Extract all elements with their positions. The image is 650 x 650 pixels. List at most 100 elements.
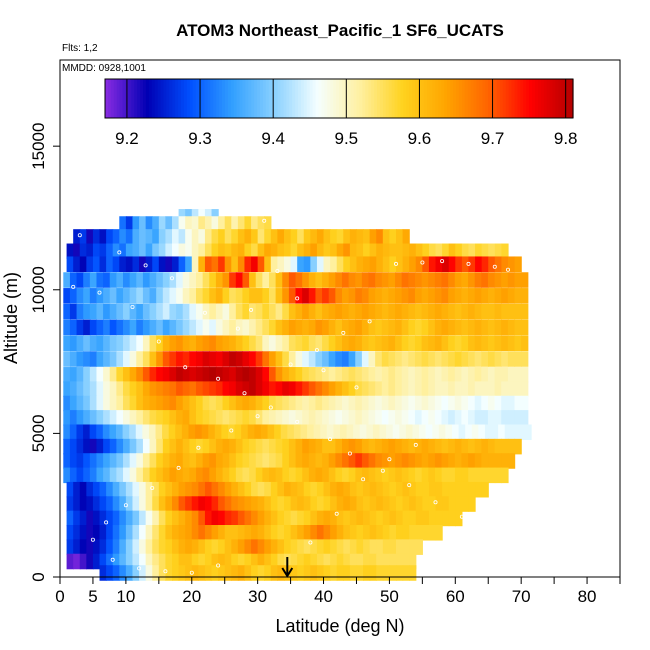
heatmap-cell (198, 243, 206, 260)
heatmap-cell (202, 335, 210, 351)
colorbar-tick-label: 9.8 (554, 129, 578, 148)
heatmap-cell (198, 553, 206, 570)
heatmap-cell (330, 256, 338, 272)
colorbar-swatch (403, 79, 407, 118)
heatmap-cell (434, 438, 443, 455)
heatmap-cell (315, 395, 323, 412)
heatmap-cell (468, 481, 476, 498)
colorbar-swatch (210, 79, 214, 118)
heatmap-cell (156, 351, 164, 367)
heatmap-cell (178, 496, 186, 512)
colorbar-swatch (148, 79, 153, 118)
heatmap-cell (96, 424, 104, 441)
heatmap-cell (255, 410, 263, 426)
colorbar-swatch (453, 79, 457, 118)
heatmap-cell (302, 335, 310, 351)
heatmap-cell (262, 410, 270, 426)
heatmap-cell (237, 481, 246, 498)
heatmap-cell (83, 410, 91, 426)
heatmap-cell (264, 481, 272, 498)
heatmap-cell (119, 539, 127, 555)
heatmap-cell (208, 424, 216, 441)
heatmap-cell (149, 288, 157, 304)
heatmap-cell (414, 351, 423, 367)
heatmap-cell (441, 272, 449, 288)
heatmap-cell (474, 351, 482, 367)
heatmap-cell (356, 510, 364, 527)
heatmap-cell (244, 496, 252, 512)
heatmap-cell (388, 303, 396, 320)
heatmap-cell (89, 424, 97, 441)
heatmap-cell (277, 229, 285, 245)
heatmap-cell (247, 424, 255, 441)
colorbar-swatch (379, 79, 384, 118)
colorbar-swatch (154, 79, 159, 118)
colorbar-swatch (496, 79, 501, 118)
heatmap-cell (123, 303, 131, 320)
heatmap-cell (231, 565, 239, 581)
colorbar-swatch (470, 79, 475, 118)
heatmap-cell (116, 424, 124, 441)
heatmap-cell (461, 395, 469, 412)
heatmap-cell (268, 351, 277, 367)
heatmap-cell (341, 410, 350, 426)
colorbar-swatch (318, 79, 323, 118)
heatmap-cell (222, 438, 230, 455)
heatmap-cell (388, 351, 396, 367)
heatmap-cell (501, 367, 509, 383)
heatmap-cell (116, 351, 124, 367)
heatmap-cell (481, 467, 489, 484)
heatmap-cell (123, 438, 131, 455)
x-tick-label: 40 (314, 587, 333, 606)
heatmap-cell (376, 256, 384, 272)
heatmap-cell (136, 335, 144, 351)
heatmap-cell (83, 272, 91, 288)
heatmap-cell (409, 539, 417, 555)
heatmap-cell (376, 510, 384, 527)
colorbar-swatch (400, 79, 404, 118)
heatmap-cell (262, 319, 270, 336)
heatmap-cell (125, 256, 134, 272)
heatmap-cell (211, 481, 219, 498)
colorbar-swatch (371, 79, 375, 118)
sample-point (295, 419, 300, 424)
heatmap-cell (401, 335, 409, 351)
heatmap-cell (381, 351, 390, 367)
heatmap-cell (396, 229, 404, 245)
colorbar-tick-label: 9.4 (261, 129, 285, 148)
heatmap-cell (224, 496, 232, 512)
heatmap-cell (112, 553, 120, 570)
heatmap-cell (149, 395, 157, 412)
heatmap-cell (222, 410, 230, 426)
heatmap-cell (368, 467, 376, 484)
heatmap-cell (99, 539, 107, 555)
heatmap-cell (92, 525, 101, 541)
heatmap-cell (251, 565, 259, 581)
heatmap-cell (109, 272, 117, 288)
heatmap-cell (494, 395, 502, 412)
heatmap-cell (209, 381, 217, 397)
colorbar-swatch (128, 79, 132, 118)
sample-point (249, 307, 254, 312)
heatmap-cell (73, 243, 81, 260)
heatmap-cell (415, 481, 423, 498)
heatmap-cell (231, 216, 239, 232)
heatmap-cell (322, 335, 330, 351)
heatmap-cell (448, 319, 456, 336)
heatmap-cell (341, 395, 350, 412)
heatmap-cell (488, 438, 496, 455)
heatmap-cell (251, 539, 259, 555)
heatmap-cell (487, 303, 496, 320)
colorbar-swatch (438, 79, 442, 118)
colorbar-swatch (353, 79, 358, 118)
heatmap-cell (66, 256, 74, 272)
heatmap-cell (158, 539, 167, 555)
heatmap-cell (368, 288, 376, 304)
heatmap-cell (297, 525, 305, 541)
heatmap-cell (63, 272, 71, 288)
heatmap-cell (474, 438, 482, 455)
heatmap-cell (264, 229, 272, 245)
heatmap-cell (507, 335, 516, 351)
heatmap-cell (348, 303, 356, 320)
heatmap-cell (369, 539, 377, 555)
